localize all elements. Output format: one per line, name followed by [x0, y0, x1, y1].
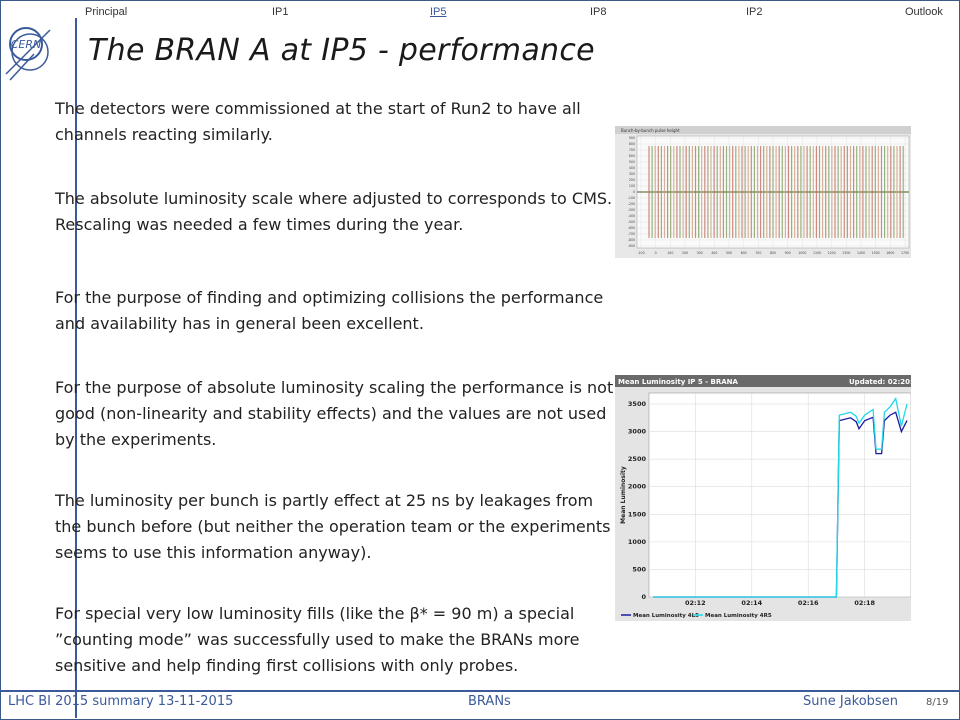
- nav-item-outlook[interactable]: Outlook: [905, 6, 943, 18]
- nav-item-principal[interactable]: Principal: [85, 6, 128, 18]
- pulse-height-chart: Bunch-by-bunch pulse height 900 800 700 600…: [615, 126, 911, 258]
- chart1-xtick-label: 900: [785, 251, 791, 255]
- chart1-ytick-label: 200: [629, 178, 635, 182]
- top-navigation: Principal IP1 IP5 IP8 IP2 Outlook: [0, 0, 960, 20]
- chart1-xtick-label: 800: [770, 251, 776, 255]
- chart2-title: Mean Luminosity IP 5 - BRANA: [618, 378, 739, 386]
- chart1-xtick-label: 1100: [813, 251, 821, 255]
- chart2-ytick-label: 0: [641, 593, 646, 601]
- nav-item-ip8[interactable]: IP8: [590, 6, 607, 18]
- chart1-ytick-label: 400: [629, 166, 635, 170]
- chart1-ytick-label: 800: [629, 142, 635, 146]
- paragraph-2: The absolute luminosity scale where adju…: [55, 189, 613, 234]
- paragraph-5: The luminosity per bunch is partly effec…: [55, 491, 611, 562]
- page-number: 8/19: [926, 697, 949, 708]
- chart1-ytick-label: -500: [628, 220, 635, 224]
- chart1-ytick-label: -600: [628, 226, 635, 230]
- chart1-ytick-label: 900: [629, 136, 635, 140]
- cern-logo-icon: CERN: [5, 27, 51, 81]
- chart2-ytick-label: 2000: [628, 483, 647, 491]
- chart2-header: [615, 375, 911, 387]
- paragraph-1: The detectors were commissioned at the s…: [55, 99, 581, 144]
- chart2-updated: Updated: 02:20:: [849, 378, 911, 386]
- chart1-ytick-label: -300: [628, 208, 635, 212]
- chart2-series-4r5: [653, 396, 908, 598]
- nav-item-ip5[interactable]: IP5: [430, 6, 447, 18]
- logo-text: CERN: [11, 38, 42, 51]
- chart1-titlebar: [615, 126, 911, 134]
- mean-luminosity-chart: Mean Luminosity IP 5 - BRANA Updated: 02…: [615, 375, 911, 621]
- chart2-ytick-label: 1000: [628, 538, 647, 546]
- chart1-title: Bunch-by-bunch pulse height: [621, 128, 680, 133]
- chart2-xtick-label: 02:12: [685, 599, 706, 607]
- page-title: The BRAN A at IP5 - performance: [88, 33, 595, 68]
- chart2-ytick-label: 2500: [628, 455, 647, 463]
- footer-topic: BRANs: [468, 694, 511, 709]
- chart1-xtick-label: 1600: [886, 251, 894, 255]
- chart2-ytick-label: 3000: [628, 428, 647, 436]
- paragraph-4: For the purpose of absolute luminosity s…: [55, 378, 614, 449]
- nav-item-ip1[interactable]: IP1: [272, 6, 289, 18]
- chart1-xtick-label: 300: [697, 251, 703, 255]
- chart1-ytick-label: 500: [629, 160, 635, 164]
- chart1-xtick-label: 100: [667, 251, 673, 255]
- footer-author: Sune Jakobsen: [803, 694, 898, 709]
- chart1-xtick-label: 1400: [857, 251, 865, 255]
- chart1-ytick-label: 100: [629, 184, 635, 188]
- chart1-ytick-label: -800: [628, 238, 635, 242]
- chart1-xtick-label: 0: [655, 251, 657, 255]
- chart2-ytick-label: 500: [632, 565, 646, 573]
- chart2-ytick-label: 3500: [628, 400, 647, 408]
- chart1-xtick-label: -100: [637, 251, 644, 255]
- chart1-ytick-label: 700: [629, 148, 635, 152]
- footer-event: LHC BI 2015 summary 13-11-2015: [8, 694, 234, 709]
- nav-item-ip2[interactable]: IP2: [746, 6, 763, 18]
- chart1-xtick-label: 1300: [842, 251, 850, 255]
- chart2-xtick-label: 02:16: [798, 599, 819, 607]
- chart1-xtick-label: 1700: [901, 251, 909, 255]
- chart1-ytick-label: -900: [628, 244, 635, 248]
- chart1-xtick-label: 200: [682, 251, 688, 255]
- legend-label-4l5: Mean Luminosity 4L5: [633, 613, 699, 619]
- chart2-xtick-label: 02:18: [854, 599, 875, 607]
- chart1-ytick-label: -400: [628, 214, 635, 218]
- chart1-xtick-label: 1200: [828, 251, 836, 255]
- chart1-xtick-label: 500: [726, 251, 732, 255]
- chart2-ytick-label: 1500: [628, 510, 647, 518]
- vertical-divider: [75, 18, 77, 718]
- chart1-ytick-label: 0: [633, 190, 635, 194]
- chart2-ylabel: Mean Luminosity: [620, 466, 627, 524]
- chart1-ytick-label: -100: [628, 196, 635, 200]
- chart2-xtick-label: 02:14: [741, 599, 762, 607]
- chart1-xtick-label: 400: [711, 251, 717, 255]
- legend-label-4r5: Mean Luminosity 4R5: [705, 613, 772, 619]
- chart2-legend-area: [615, 609, 911, 621]
- paragraph-6: For special very low luminosity fills (l…: [55, 604, 580, 675]
- chart1-ytick-label: -200: [628, 202, 635, 206]
- paragraph-3: For the purpose of finding and optimizin…: [55, 288, 604, 333]
- chart1-xtick-label: 700: [755, 251, 761, 255]
- chart1-xtick-label: 1000: [798, 251, 806, 255]
- chart1-ytick-label: 600: [629, 154, 635, 158]
- chart1-xtick-label: 600: [741, 251, 747, 255]
- chart2-plot-area: [648, 392, 911, 598]
- footer-divider: [0, 690, 960, 692]
- chart1-xtick-label: 1500: [872, 251, 880, 255]
- chart1-ytick-label: 300: [629, 172, 635, 176]
- chart1-ytick-label: -700: [628, 232, 635, 236]
